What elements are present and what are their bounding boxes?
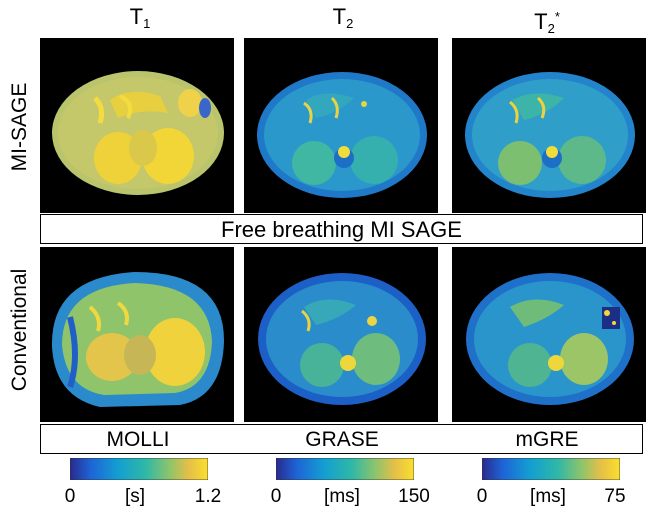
image-t2-conventional (244, 247, 438, 422)
column-header-t2-star: T2* (534, 9, 560, 36)
column-header-t1: T1 (129, 4, 151, 31)
image-t2-mi-sage (244, 38, 438, 213)
colorbar-t1-max: 1.2 (194, 486, 222, 507)
colorbar-t2-star-unit: [ms] (530, 486, 566, 507)
colorbar-t2 (276, 458, 414, 480)
method-label-mgre: mGRE (515, 428, 579, 451)
image-t2-star-mi-sage (452, 38, 646, 213)
colorbar-t2-max: 150 (398, 486, 430, 507)
colorbar-t2-min: 0 (270, 486, 282, 507)
colorbar-t2-star-max: 75 (604, 486, 626, 507)
banner-free-breathing: Free breathing MI SAGE (40, 214, 643, 244)
colorbar-t1-unit: [s] (124, 486, 146, 507)
banner-methods: MOLLI GRASE mGRE (40, 424, 643, 454)
colorbar-t2-unit: [ms] (324, 486, 360, 507)
method-label-molli: MOLLI (106, 428, 170, 451)
colorbar-t1-min: 0 (64, 486, 76, 507)
colorbar-t2-star (482, 458, 620, 480)
image-t1-mi-sage (40, 38, 234, 213)
column-header-t2: T2 (332, 4, 354, 31)
banner-free-breathing-text: Free breathing MI SAGE (221, 217, 462, 242)
row-label-conventional: Conventional (8, 268, 31, 392)
image-t2-star-conventional (452, 247, 646, 422)
method-label-grase: GRASE (305, 428, 379, 451)
row-label-mi-sage: MI-SAGE (8, 82, 31, 172)
colorbar-t1 (70, 458, 208, 480)
image-t1-conventional (40, 247, 234, 422)
colorbar-t2-star-min: 0 (476, 486, 488, 507)
